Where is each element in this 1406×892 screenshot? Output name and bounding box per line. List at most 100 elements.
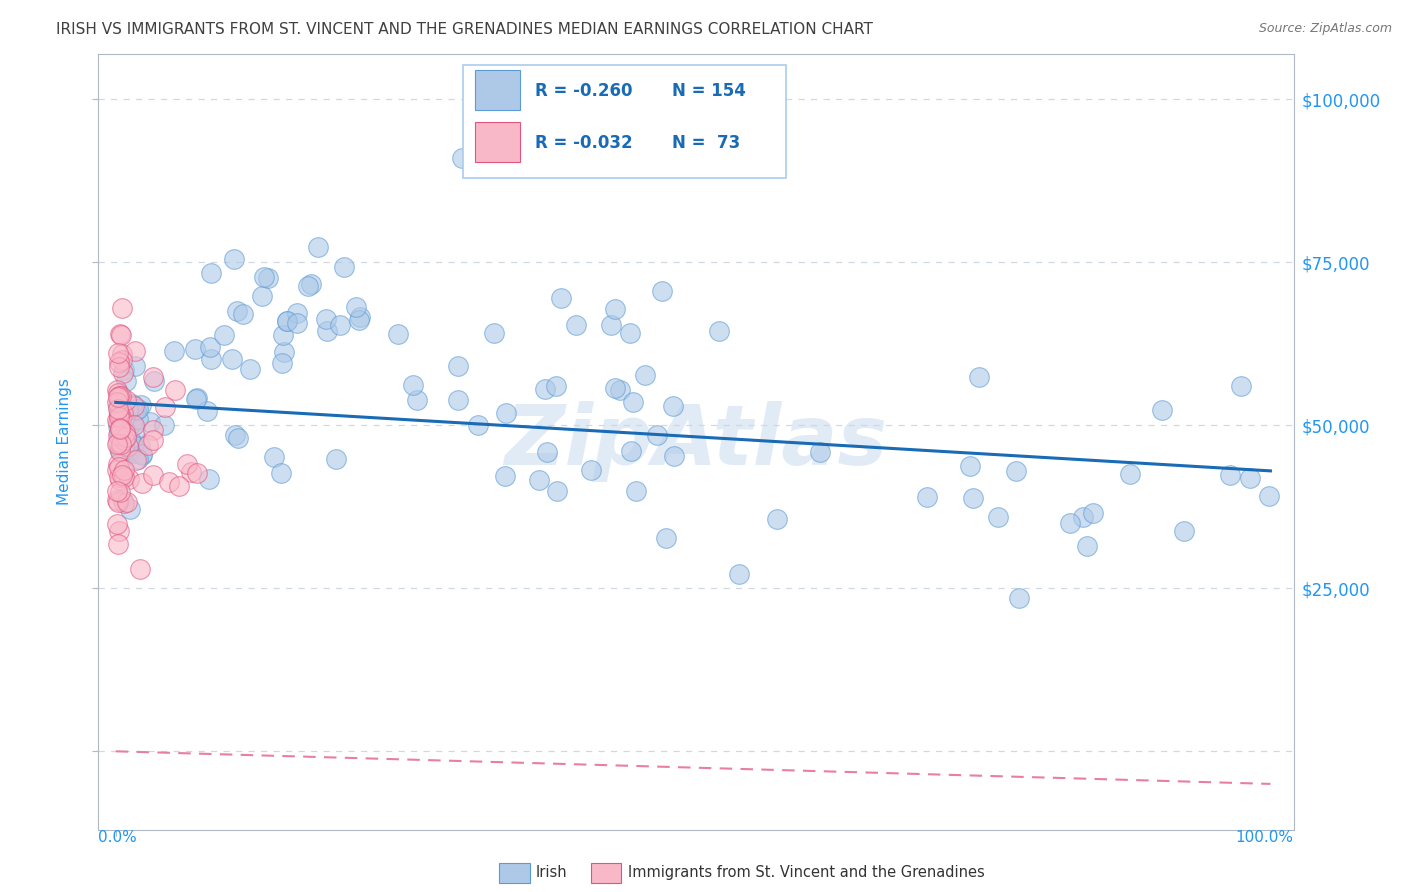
- Point: [167, 479, 190, 493]
- Point: [186, 392, 208, 406]
- Point: [105, 516, 128, 531]
- Point: [600, 318, 623, 333]
- Point: [297, 278, 319, 293]
- Text: R = -0.032: R = -0.032: [534, 134, 633, 152]
- Point: [105, 395, 128, 409]
- Point: [959, 458, 981, 473]
- Point: [108, 409, 131, 424]
- Point: [162, 344, 184, 359]
- Point: [112, 413, 135, 427]
- Point: [1083, 506, 1105, 520]
- Point: [124, 445, 146, 459]
- Point: [110, 484, 132, 499]
- Point: [110, 437, 132, 451]
- Point: [315, 311, 337, 326]
- Point: [200, 352, 222, 367]
- Point: [107, 399, 129, 413]
- Point: [115, 430, 138, 444]
- Text: Immigrants from St. Vincent and the Grenadines: Immigrants from St. Vincent and the Gren…: [628, 865, 986, 880]
- Point: [107, 346, 129, 360]
- Point: [105, 437, 128, 451]
- Point: [107, 390, 129, 404]
- Point: [250, 289, 273, 303]
- Point: [915, 490, 938, 504]
- Point: [1173, 524, 1195, 539]
- Point: [307, 240, 329, 254]
- Point: [165, 383, 187, 397]
- Point: [111, 409, 134, 424]
- Y-axis label: Median Earnings: Median Earnings: [58, 378, 72, 505]
- Point: [107, 415, 129, 429]
- Point: [115, 494, 138, 508]
- Point: [105, 383, 128, 397]
- Point: [108, 390, 131, 404]
- Point: [122, 438, 145, 452]
- Point: [111, 468, 134, 483]
- Point: [142, 423, 165, 437]
- Point: [118, 472, 141, 486]
- Point: [195, 403, 218, 417]
- Point: [108, 420, 131, 434]
- Point: [224, 252, 246, 267]
- Point: [273, 344, 295, 359]
- Point: [565, 318, 588, 332]
- Point: [108, 474, 131, 488]
- Point: [153, 400, 176, 414]
- Point: [107, 427, 129, 442]
- Point: [316, 325, 339, 339]
- Point: [111, 352, 134, 367]
- Point: [110, 443, 132, 458]
- Point: [621, 395, 644, 409]
- Point: [122, 417, 145, 432]
- Point: [107, 419, 129, 434]
- Point: [157, 475, 180, 490]
- Point: [108, 355, 131, 369]
- Point: [114, 424, 136, 438]
- Point: [200, 340, 222, 354]
- Point: [329, 318, 352, 332]
- Point: [111, 423, 134, 437]
- Point: [257, 271, 280, 285]
- Point: [142, 369, 165, 384]
- Point: [263, 450, 285, 464]
- Text: R = -0.260: R = -0.260: [534, 82, 633, 100]
- Point: [124, 344, 146, 359]
- Point: [1118, 467, 1140, 482]
- Point: [127, 452, 149, 467]
- Point: [110, 412, 132, 426]
- Point: [349, 310, 371, 325]
- Text: N =  73: N = 73: [672, 134, 741, 152]
- Point: [200, 266, 222, 280]
- Point: [645, 428, 668, 442]
- Point: [605, 301, 627, 316]
- Point: [107, 484, 129, 499]
- Point: [654, 531, 676, 545]
- Point: [276, 314, 298, 328]
- Point: [110, 389, 132, 403]
- Text: ZipAtlas: ZipAtlas: [505, 401, 887, 482]
- Point: [131, 476, 153, 491]
- Point: [546, 378, 568, 392]
- Point: [121, 396, 143, 410]
- Point: [107, 411, 129, 425]
- Point: [108, 360, 131, 375]
- Point: [661, 399, 683, 413]
- Point: [114, 425, 136, 440]
- Point: [153, 418, 176, 433]
- Point: [1059, 516, 1081, 530]
- Point: [271, 328, 294, 343]
- Point: [651, 284, 673, 298]
- Point: [107, 402, 129, 417]
- Point: [115, 430, 138, 444]
- Point: [967, 369, 990, 384]
- Point: [728, 566, 751, 581]
- Point: [183, 343, 205, 357]
- Point: [581, 463, 603, 477]
- Point: [605, 381, 627, 395]
- Text: N = 154: N = 154: [672, 82, 747, 100]
- Point: [270, 356, 292, 370]
- Text: IRISH VS IMMIGRANTS FROM ST. VINCENT AND THE GRENADINES MEDIAN EARNINGS CORRELAT: IRISH VS IMMIGRANTS FROM ST. VINCENT AND…: [56, 22, 873, 37]
- Point: [108, 414, 131, 428]
- Point: [111, 301, 134, 315]
- Point: [112, 362, 135, 376]
